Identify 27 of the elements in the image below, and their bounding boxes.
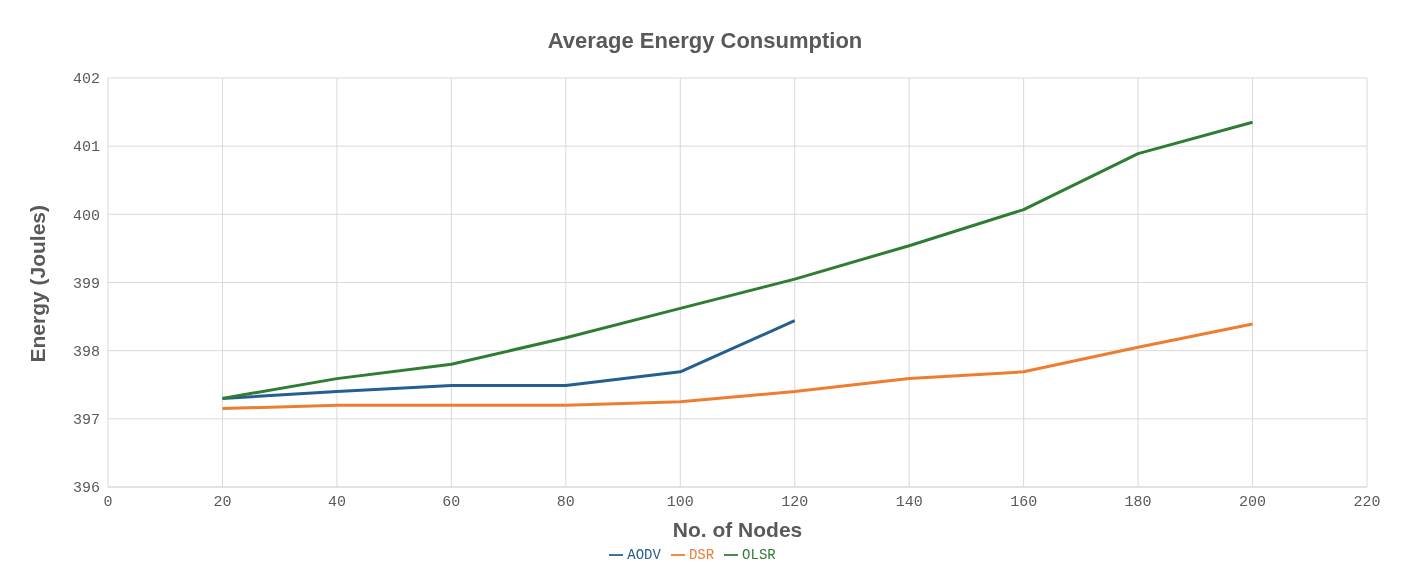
x-tick-label: 200 [1239, 493, 1267, 511]
y-tick-label: 400 [72, 207, 100, 225]
chart-title: Average Energy Consumption [546, 27, 864, 55]
x-tick-label: 20 [213, 493, 232, 511]
y-tick-label: 397 [72, 412, 100, 430]
y-tick-label: 399 [72, 275, 100, 293]
x-tick-label: 220 [1353, 493, 1381, 511]
x-tick-label: 180 [1124, 493, 1152, 511]
line-series [220, 120, 1255, 400]
y-axis-title: Energy (Joules) [26, 204, 50, 363]
x-tick-label: 120 [781, 493, 809, 511]
x-tick-label: 60 [442, 493, 461, 511]
y-tick-label: 402 [72, 71, 100, 89]
x-tick-label: 100 [666, 493, 694, 511]
legend-label: DSR [688, 547, 715, 563]
x-tick-label: 0 [103, 493, 113, 511]
y-tick-label: 398 [72, 343, 100, 361]
x-tick-label: 140 [895, 493, 923, 511]
y-tick-label: 401 [72, 139, 100, 157]
x-axis-title: No. of Nodes [672, 518, 803, 541]
line-series [220, 322, 1255, 411]
x-tick-label: 160 [1010, 493, 1038, 511]
x-tick-label: 80 [556, 493, 575, 511]
legend-label: AODV [627, 547, 661, 563]
y-tick-label: 396 [72, 480, 100, 498]
legend-label: OLSR [742, 547, 776, 563]
x-tick-label: 40 [327, 493, 346, 511]
